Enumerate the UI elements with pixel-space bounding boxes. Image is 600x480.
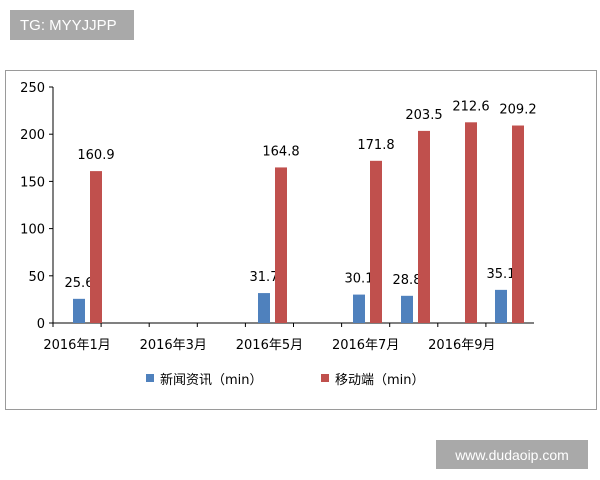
data-label: 30.1 (345, 272, 374, 287)
legend-label: 移动端（min） (335, 373, 425, 388)
y-tick-label: 0 (37, 317, 45, 332)
data-label: 171.8 (357, 138, 394, 153)
bar (73, 298, 85, 323)
data-label: 31.7 (250, 270, 279, 285)
y-tick-label: 50 (28, 270, 45, 285)
x-tick-label: 2016年7月 (332, 338, 399, 353)
bar (512, 125, 524, 323)
watermark-site-text: www.dudaoip.com (455, 446, 569, 463)
bar (495, 289, 507, 323)
chart-frame: 0 50 100 150 200 250 2016年1月 2016年3月 2016年5月 2016… (5, 70, 597, 410)
bar (353, 294, 365, 323)
bar (370, 160, 382, 323)
y-tick-label: 100 (20, 223, 45, 238)
data-label: 28.8 (393, 273, 422, 288)
y-tick-label: 200 (20, 128, 45, 143)
bar (401, 295, 413, 323)
data-label: 25.6 (65, 276, 94, 291)
y-tick-label: 150 (20, 175, 45, 190)
watermark-site-badge: www.dudaoip.com (436, 440, 588, 469)
bar (418, 130, 430, 323)
y-tick-label: 250 (20, 81, 45, 96)
watermark-tag-badge: TG: MYYJJPP (10, 10, 134, 40)
x-tick-label: 2016年1月 (43, 338, 110, 353)
watermark-tag-text: TG: MYYJJPP (20, 16, 117, 34)
bar-chart: 0 50 100 150 200 250 2016年1月 2016年3月 2016年5月 2016… (20, 81, 536, 388)
bar (465, 122, 477, 323)
legend-swatch (146, 374, 154, 382)
bar (90, 171, 102, 323)
data-label: 212.6 (452, 99, 489, 114)
x-tick-label: 2016年9月 (428, 338, 495, 353)
legend-label: 新闻资讯（min） (160, 372, 263, 388)
legend-swatch (321, 374, 329, 382)
x-tick-label: 2016年3月 (140, 338, 207, 353)
data-label: 203.5 (405, 108, 442, 123)
bar (275, 167, 287, 323)
data-label: 209.2 (499, 103, 536, 118)
data-label: 35.1 (487, 267, 516, 282)
data-label: 164.8 (262, 144, 299, 159)
x-tick-label: 2016年5月 (236, 338, 303, 353)
bar (258, 293, 270, 323)
data-label: 160.9 (77, 148, 114, 163)
